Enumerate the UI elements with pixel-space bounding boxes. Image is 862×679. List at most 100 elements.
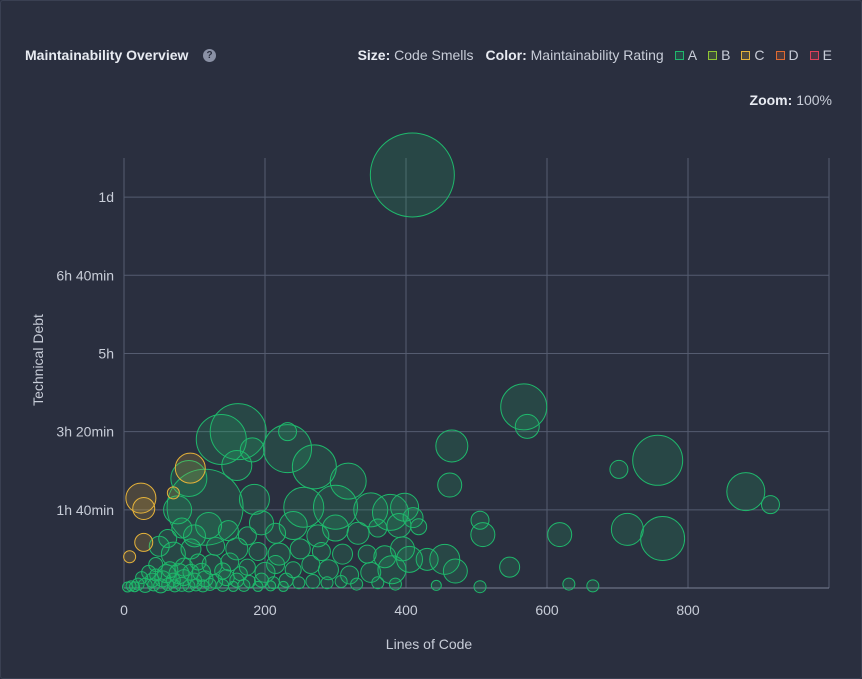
bubble-point-c[interactable] [123, 550, 137, 564]
bubble-point-a[interactable] [632, 434, 684, 486]
bubble-point-a[interactable] [350, 577, 364, 591]
rating-filter-a[interactable]: A [674, 47, 697, 63]
bubble-point-a[interactable] [220, 552, 240, 572]
bubble-point-a[interactable] [238, 483, 270, 515]
bubble-point-a[interactable] [320, 576, 334, 590]
bubble-point-a[interactable] [500, 383, 548, 431]
bubble-point-a[interactable] [371, 493, 409, 531]
bubble-point-a[interactable] [278, 422, 298, 442]
bubble-point-c[interactable] [134, 532, 154, 552]
bubble-point-a[interactable] [340, 565, 360, 585]
bubble-point-a[interactable] [248, 542, 268, 562]
bubble-point-a[interactable] [148, 535, 170, 557]
bubble-point-a[interactable] [760, 495, 780, 515]
bubble-point-a[interactable] [346, 521, 370, 545]
bubble-point-c[interactable] [132, 497, 156, 521]
bubble-point-c[interactable] [174, 452, 206, 484]
bubble-point-a[interactable] [437, 472, 463, 498]
bubble-point-a[interactable] [609, 459, 629, 479]
bubble-point-a[interactable] [252, 580, 264, 592]
bubble-point-a[interactable] [386, 512, 412, 538]
bubble-point-a[interactable] [305, 573, 321, 589]
bubble-point-a[interactable] [135, 571, 149, 585]
bubble-point-a[interactable] [353, 492, 389, 528]
bubble-point-a[interactable] [221, 450, 253, 482]
bubble-point-a[interactable] [206, 536, 226, 556]
bubble-point-a[interactable] [217, 520, 239, 542]
bubble-point-a[interactable] [640, 515, 686, 561]
bubble-point-a[interactable] [216, 578, 230, 592]
bubble-point-a[interactable] [283, 486, 325, 528]
bubble-point-a[interactable] [183, 524, 206, 548]
rating-filter-b[interactable]: B [708, 47, 730, 63]
bubble-point-a[interactable] [163, 495, 193, 525]
bubble-point-a[interactable] [301, 555, 321, 575]
bubble-point-c[interactable] [166, 486, 180, 500]
bubble-point-a[interactable] [263, 424, 313, 474]
bubble-point-a[interactable] [470, 510, 490, 530]
bubble-point-a[interactable] [435, 429, 469, 463]
bubble-point-a[interactable] [369, 132, 455, 218]
bubble-point-a[interactable] [562, 577, 576, 591]
bubble-point-a[interactable] [388, 577, 402, 591]
bubble-point-a[interactable] [610, 512, 644, 546]
bubble-point-a[interactable] [189, 553, 207, 571]
bubble-point-a[interactable] [182, 563, 200, 581]
bubble-point-a[interactable] [442, 558, 468, 584]
bubble-point-a[interactable] [237, 578, 251, 592]
bubble-point-a[interactable] [586, 579, 600, 593]
bubble-point-a[interactable] [332, 543, 354, 565]
bubble-point-a[interactable] [232, 566, 248, 582]
bubble-point-a[interactable] [227, 580, 239, 592]
help-icon[interactable]: ? [203, 49, 216, 62]
tick-labels: 0 200 400 600 800 1h 40min 3h 20min 5h 6h 40min 1… [56, 189, 699, 618]
bubble-point-a[interactable] [278, 510, 308, 540]
bubble-point-a[interactable] [313, 484, 358, 530]
rating-filter-e[interactable]: E [809, 47, 832, 63]
bubble-point-a[interactable] [514, 413, 540, 439]
bubble-point-a[interactable] [377, 555, 407, 585]
bubble-point-a[interactable] [203, 577, 217, 591]
bubble-point-a[interactable] [311, 542, 331, 562]
bubble-point-a[interactable] [429, 543, 461, 575]
bubble-point-a[interactable] [306, 524, 330, 548]
bubble-point-a[interactable] [334, 574, 348, 588]
bubble-point-a[interactable] [195, 511, 223, 539]
bubble-point-a[interactable] [277, 580, 289, 592]
bubble-point-a[interactable] [368, 518, 388, 538]
bubble-point-a[interactable] [209, 403, 267, 461]
bubble-point-a[interactable] [214, 562, 232, 580]
bubble-point-a[interactable] [726, 472, 766, 512]
bubble-point-a[interactable] [292, 576, 306, 590]
bubble-point-a[interactable] [396, 545, 424, 573]
bubble-point-a[interactable] [289, 538, 311, 560]
rating-filter-d[interactable]: D [775, 47, 799, 63]
bubble-point-a[interactable] [239, 437, 265, 463]
bubble-point-a[interactable] [402, 507, 424, 529]
bubble-point-a[interactable] [266, 555, 286, 575]
bubble-point-a[interactable] [329, 462, 367, 500]
bubble-point-a[interactable] [160, 541, 186, 567]
bubble-point-a[interactable] [410, 518, 428, 536]
bubble-point-a[interactable] [415, 547, 439, 571]
bubble-point-a[interactable] [265, 580, 277, 592]
bubble-point-a[interactable] [357, 544, 377, 564]
rating-filter-c[interactable]: C [741, 47, 765, 63]
bubble-point-a[interactable] [129, 581, 141, 593]
bubble-point-a[interactable] [371, 576, 385, 590]
bubble-point-a[interactable] [499, 556, 521, 578]
bubble-point-a[interactable] [192, 562, 212, 582]
bubble-point-a[interactable] [390, 492, 420, 522]
bubble-point-a[interactable] [547, 522, 573, 548]
bubble-point-a[interactable] [267, 542, 291, 566]
bubble-point-a[interactable] [473, 580, 487, 594]
bubble-point-a[interactable] [430, 579, 442, 591]
bubble-point-a[interactable] [149, 568, 163, 582]
bubble-point-a[interactable] [156, 564, 176, 584]
bubble-point-a[interactable] [248, 510, 274, 536]
bubble-point-a[interactable] [291, 444, 337, 490]
bubble-point-a[interactable] [225, 537, 249, 561]
bubble-point-a[interactable] [171, 517, 193, 539]
bubble-point-a[interactable] [158, 528, 178, 548]
